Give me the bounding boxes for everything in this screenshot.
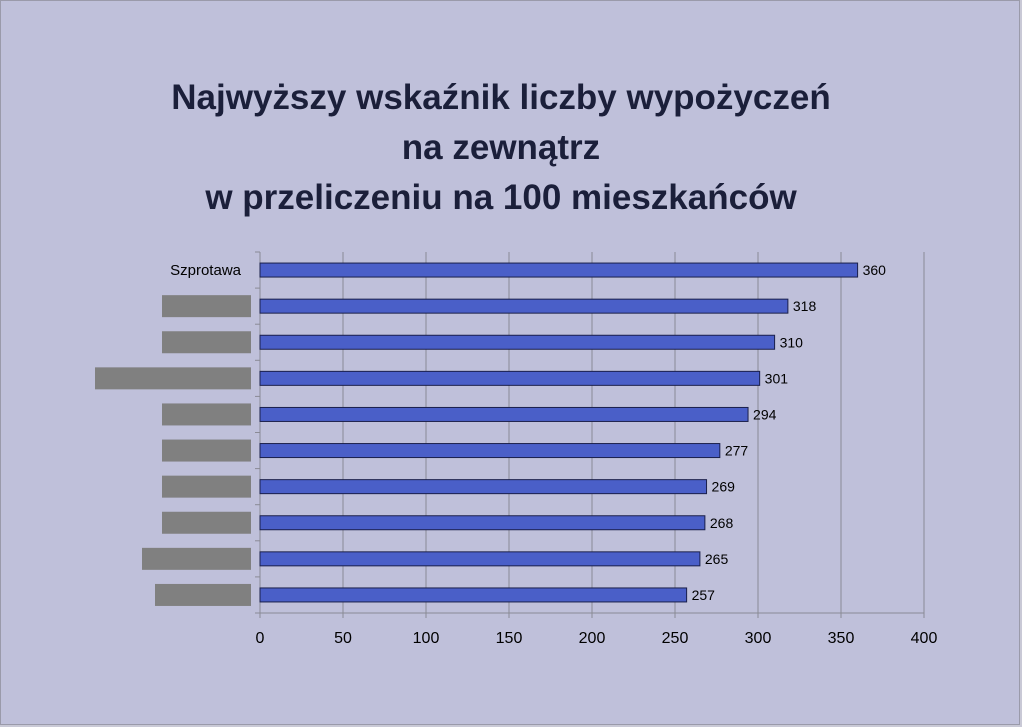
data-label: 301: [765, 370, 789, 386]
category-label: Szprotawa: [170, 262, 242, 279]
x-tick-label: 0: [256, 630, 265, 647]
data-label: 257: [692, 587, 716, 603]
data-label: 268: [710, 515, 734, 531]
redacted-label: [155, 583, 251, 606]
redacted-label: [162, 403, 251, 426]
chart-title: Najwyższy wskaźnik liczby wypożyczeń na …: [1, 73, 1001, 223]
x-tick-label: 400: [911, 630, 938, 647]
x-tick-label: 200: [579, 630, 606, 647]
x-tick-label: 300: [745, 630, 772, 647]
chart-title-line-1: Najwyższy wskaźnik liczby wypożyczeń: [171, 78, 831, 117]
redacted-label: [162, 439, 251, 462]
bar: [259, 587, 688, 603]
chart-title-line-2: na zewnątrz: [401, 128, 601, 167]
chart-title-line-3: w przeliczeniu na 100 mieszkańców: [205, 178, 797, 217]
bar: [259, 551, 701, 567]
data-label: 269: [712, 479, 736, 495]
data-label: 265: [705, 551, 729, 567]
redacted-label: [142, 547, 251, 570]
redacted-label: [95, 367, 251, 390]
x-tick-label: 100: [413, 630, 440, 647]
x-tick-label: 250: [662, 630, 689, 647]
x-tick-label: 50: [334, 630, 352, 647]
bar: [259, 298, 789, 314]
data-label: 360: [863, 262, 887, 278]
data-label: 277: [725, 443, 749, 459]
bar: [259, 370, 761, 386]
redacted-label: [162, 511, 251, 534]
bar: [259, 479, 708, 495]
bar: [259, 515, 706, 531]
data-label: 318: [793, 298, 817, 314]
redacted-label: [162, 331, 251, 354]
redacted-label: [162, 295, 251, 318]
redacted-label: [162, 475, 251, 498]
bar: [259, 334, 776, 350]
bar: [259, 406, 749, 422]
x-tick-label: 150: [496, 630, 523, 647]
x-tick-label: 350: [828, 630, 855, 647]
data-label: 310: [780, 334, 804, 350]
bar: [259, 262, 859, 278]
bar: [259, 443, 721, 459]
data-label: 294: [753, 406, 777, 422]
